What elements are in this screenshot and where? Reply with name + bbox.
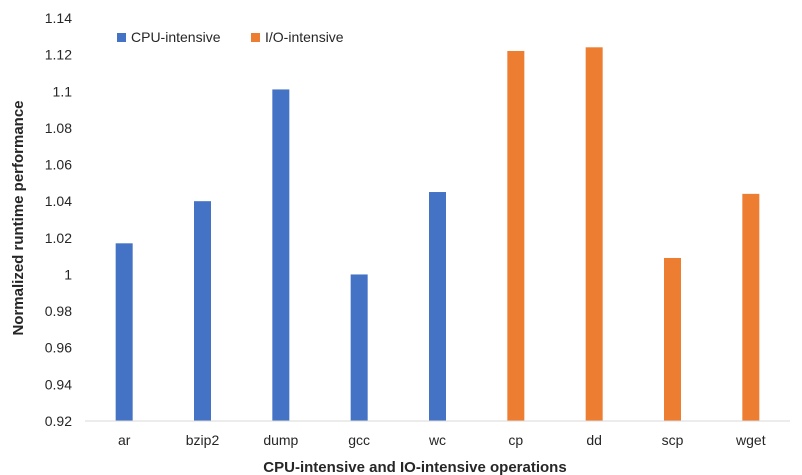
x-tick-label-dump: dump [263,432,298,448]
legend-label-cpu: CPU-intensive [131,29,221,45]
bar-dd[interactable] [585,47,603,422]
x-axis-title: CPU-intensive and IO-intensive operation… [263,459,566,475]
bars [115,47,760,422]
y-tick-label: 1.1 [53,83,73,99]
bar-wget[interactable] [742,193,760,421]
legend-item-io[interactable]: I/O-intensive [251,29,344,45]
legend-label-io: I/O-intensive [265,29,344,45]
x-tick-label-wc: wc [428,432,446,448]
x-tick-label-bzip2: bzip2 [186,432,220,448]
x-tick-label-scp: scp [662,432,684,448]
bar-gcc[interactable] [350,274,368,421]
y-axis-title: Normalized runtime performance [10,100,27,335]
y-tick-label: 1.02 [45,230,72,246]
x-tick-label-gcc: gcc [348,432,370,448]
legend-swatch-io [251,33,260,42]
legend-swatch-cpu [117,33,126,42]
x-axis-ticks: ar bzip2 dump gcc wc cp dd scp wget [118,432,766,448]
y-tick-label: 0.94 [45,376,72,392]
y-tick-label: 0.96 [45,340,72,356]
x-tick-label-cp: cp [508,432,523,448]
x-tick-label-wget: wget [735,432,766,448]
y-tick-label: 1.04 [45,193,72,209]
bar-ar[interactable] [115,243,133,421]
y-tick-label: 0.98 [45,303,72,319]
y-tick-label: 0.92 [45,413,72,429]
y-axis-ticks: 0.92 0.94 0.96 0.98 1 1.02 1.04 1.06 1.08 1.1 1.12… [45,10,72,429]
legend-item-cpu[interactable]: CPU-intensive [117,29,221,45]
legend: CPU-intensive I/O-intensive [117,29,344,45]
y-tick-label: 1.08 [45,120,72,136]
x-tick-label-ar: ar [118,432,131,448]
y-tick-label: 1.06 [45,157,72,173]
x-tick-label-dd: dd [586,432,602,448]
bar-cp[interactable] [507,50,525,422]
y-tick-label: 1.14 [45,10,72,26]
bar-dump[interactable] [272,89,290,421]
bar-wc[interactable] [429,192,446,421]
y-tick-label: 1 [64,266,72,282]
bar-bzip2[interactable] [194,201,211,421]
y-tick-label: 1.12 [45,47,72,63]
bar-scp[interactable] [664,257,681,421]
